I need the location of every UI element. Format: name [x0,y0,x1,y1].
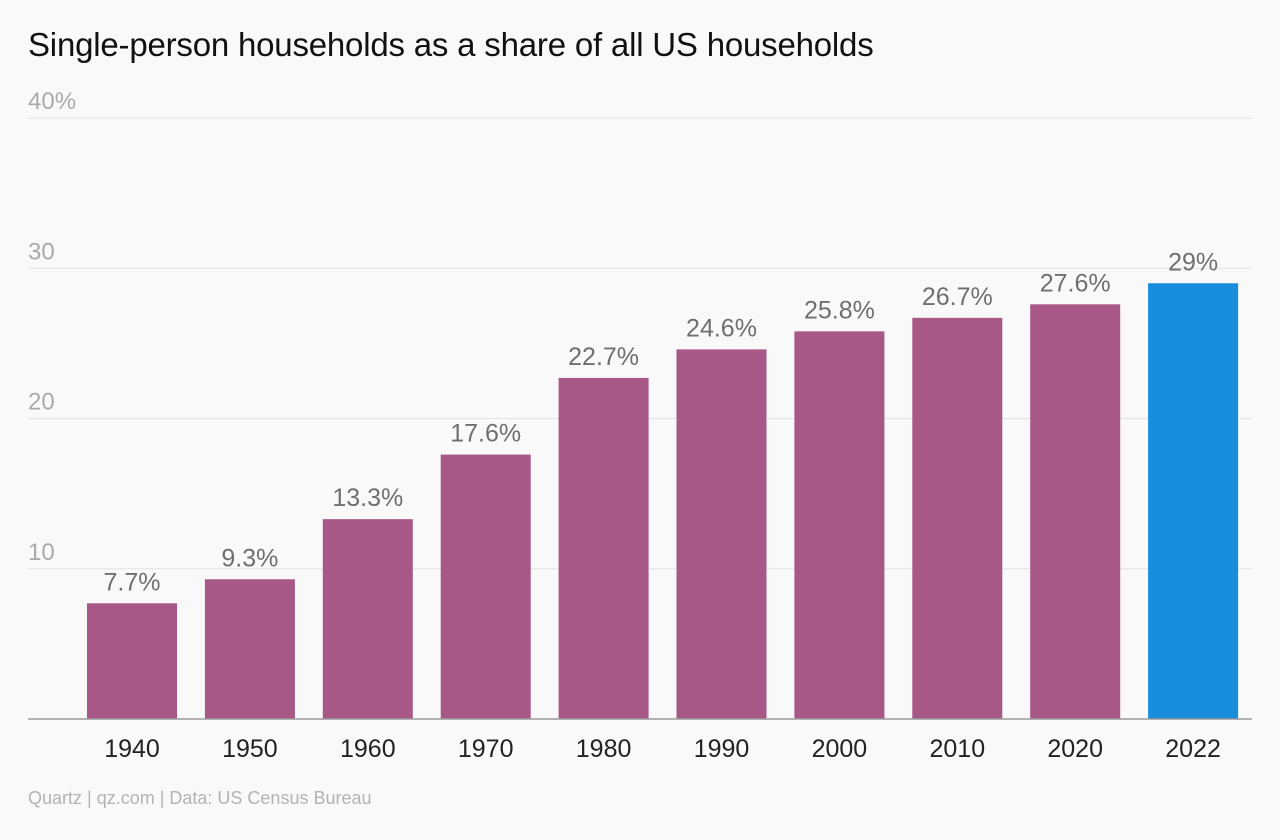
bar-value-label: 27.6% [1040,269,1111,297]
bar-2010 [912,317,1003,719]
bar-1970 [440,454,531,719]
bar-value-label: 29% [1168,248,1218,276]
bar-2000 [794,331,885,719]
bar-2020 [1030,304,1121,719]
bar-2022 [1148,283,1239,719]
x-tick-label: 1980 [576,735,632,763]
y-axis-ticks: 10 20 30 40% [28,88,76,566]
x-tick-label: 1990 [694,735,750,763]
bar-1980 [558,377,649,719]
x-axis-ticks: 1940 1950 1960 1970 1980 1990 2000 2010 2020 2022 [104,735,1221,763]
x-tick-label: 1940 [104,735,160,763]
x-tick-label: 1950 [222,735,278,763]
x-tick-label: 2020 [1047,735,1103,763]
y-tick-label: 20 [28,389,55,416]
x-tick-label: 2000 [812,735,868,763]
bar-value-labels: 7.7% 9.3% 13.3% 17.6% 22.7% 24.6% 25.8% 26.7% 27… [104,248,1219,596]
y-tick-label: 40% [28,88,76,115]
chart-title: Single-person households as a share of a… [28,26,874,63]
source-footer: Quartz | qz.com | Data: US Census Bureau [28,788,372,808]
x-tick-label: 2022 [1165,735,1221,763]
bar-value-label: 24.6% [686,314,757,342]
bar-1960 [322,519,413,719]
bars [87,283,1239,719]
bar-value-label: 9.3% [221,544,278,572]
bar-value-label: 7.7% [104,568,161,596]
x-tick-label: 1970 [458,735,514,763]
bar-value-label: 17.6% [450,420,521,448]
bar-value-label: 22.7% [568,343,639,371]
bar-value-label: 26.7% [922,283,993,311]
bar-1940 [87,603,177,719]
y-tick-label: 30 [28,238,55,265]
bar-1990 [676,349,767,719]
bar-value-label: 13.3% [332,484,403,512]
x-tick-label: 1960 [340,735,396,763]
y-tick-label: 10 [28,539,55,566]
bar-1950 [204,579,295,719]
x-tick-label: 2010 [929,735,985,763]
bar-value-label: 25.8% [804,296,875,324]
